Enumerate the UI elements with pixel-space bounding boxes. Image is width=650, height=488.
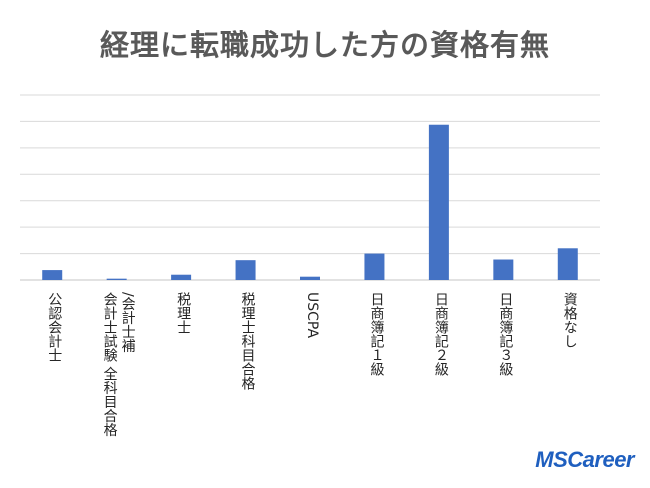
category-label: 資格なし — [562, 292, 578, 348]
category-label: 税理士 — [175, 292, 191, 334]
category-label: /会計士補 — [120, 292, 136, 353]
gridlines — [20, 94, 600, 281]
bar — [428, 124, 449, 280]
bar — [557, 248, 578, 280]
category-label: USCPA — [304, 292, 320, 338]
category-label: 税理士科目合格 — [240, 292, 256, 390]
bars — [42, 124, 578, 280]
category-label: 公認会計士 — [46, 292, 62, 362]
category-label: 日商簿記３級 — [497, 292, 513, 376]
category-label: 日商簿記２級 — [433, 292, 449, 376]
category-label: 会計士試験 全科目合格 — [102, 292, 118, 437]
bar — [171, 274, 192, 280]
category-label: 日商簿記１級 — [368, 292, 384, 376]
bar — [42, 270, 63, 280]
chart-title: 経理に転職成功した方の資格有無 — [99, 28, 550, 62]
bar — [364, 253, 385, 280]
bar — [106, 278, 127, 280]
brand-logo: MSCareer — [535, 447, 634, 472]
bar — [300, 276, 320, 280]
bar — [493, 259, 514, 280]
bar — [235, 260, 256, 280]
category-labels: 公認会計士 会計士試験 全科目合格/会計士補 税理士 税理士科目合格 USCPA 日商簿記… — [46, 292, 578, 437]
